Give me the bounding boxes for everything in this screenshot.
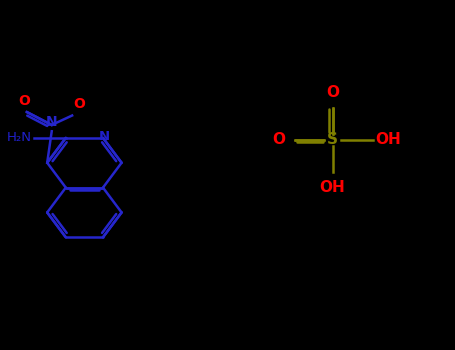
Text: OH: OH xyxy=(320,180,345,195)
Text: O: O xyxy=(19,94,30,108)
Text: O: O xyxy=(73,97,85,111)
Text: OH: OH xyxy=(376,133,401,147)
Text: H₂N: H₂N xyxy=(7,131,32,145)
Text: N: N xyxy=(98,130,110,143)
Text: N: N xyxy=(46,116,57,130)
Text: O: O xyxy=(326,85,339,100)
Text: O: O xyxy=(272,133,285,147)
Text: S: S xyxy=(327,133,338,147)
